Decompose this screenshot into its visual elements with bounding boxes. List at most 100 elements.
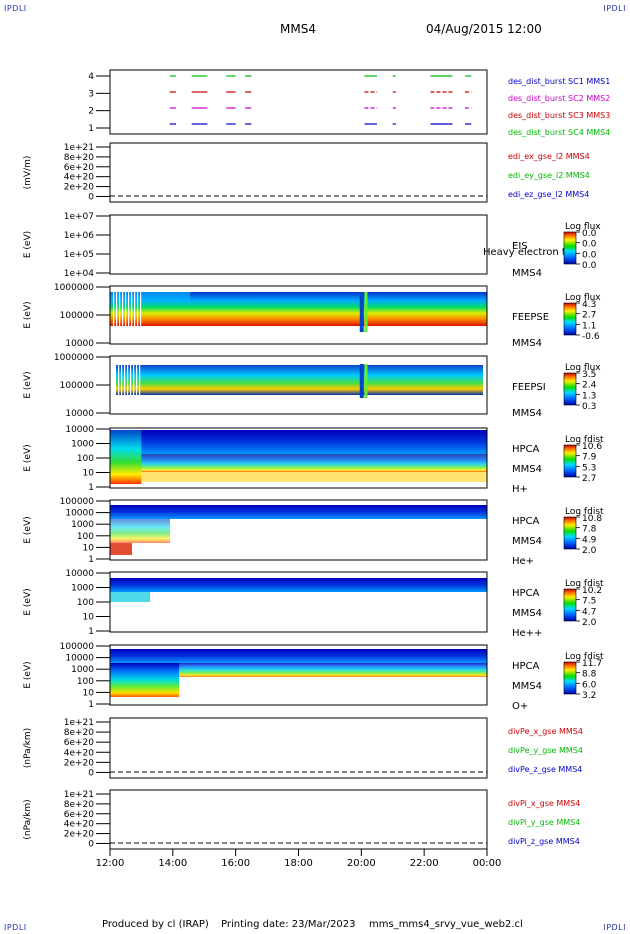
feepse-gap-stripe	[119, 292, 121, 328]
feepse-spike	[364, 292, 368, 332]
panel-label: He++	[512, 628, 542, 639]
feepse-gap-stripe	[131, 292, 133, 328]
y-tick-label: 0	[88, 839, 94, 849]
feepsi-spike	[359, 364, 364, 398]
y-axis-label-eis: E (eV)	[23, 231, 33, 258]
y-tick-label: 1	[88, 555, 94, 565]
feepsi-gap-stripe	[130, 365, 132, 395]
colorbar-tick-label: 7.5	[582, 597, 596, 607]
panel-frame	[109, 717, 488, 779]
y-tick-label: 8e+20	[64, 800, 95, 810]
colorbar-tick-label: 10.8	[582, 514, 602, 524]
y-tick-label: 1000	[71, 440, 94, 450]
panel-label: FEEPSE	[512, 312, 549, 323]
y-axis-label-feepse: E (eV)	[23, 301, 33, 328]
colorbar	[563, 588, 577, 622]
feepse-gap-stripe	[128, 292, 130, 328]
panel-label: MMS4	[512, 608, 542, 619]
panel-frame	[109, 427, 488, 489]
panel-label: EIS	[512, 241, 528, 252]
y-tick-label: 6e+20	[64, 163, 95, 173]
y-tick-label: 1e+21	[64, 143, 94, 153]
colorbar	[563, 372, 577, 406]
colorbar-tick-label: 4.7	[582, 607, 596, 617]
y-axis-label-hpca_hepp: E (eV)	[23, 588, 33, 615]
y-tick-label: 10	[83, 688, 95, 698]
y-tick-label: 10000	[65, 409, 94, 419]
x-tick-label: 00:00	[473, 858, 502, 869]
y-tick-label: 6e+20	[64, 810, 95, 820]
y-tick-label: 4e+20	[64, 820, 95, 830]
corner-mark-bottom-left: IPDLI	[4, 923, 27, 932]
panel-label: Heavy electron tof	[483, 247, 576, 258]
y-tick-label: 3	[88, 89, 94, 99]
legend-entry: des_dist_burst SC4 MMS4	[508, 128, 610, 137]
date-time-title: 04/Aug/2015 12:00	[426, 22, 542, 36]
panel-hpca_h: E (eV) 10000 1000 100 10 1 HPCA MMS4 H+ Log fdist…	[23, 425, 604, 495]
panel-burst: 4 3 2 1 des_dist_burst SC1 MMS1 des_dist_burs…	[88, 69, 610, 137]
panel-feepsi: E (eV) 1000000 100000 10000 FEEPSI MMS4 Log fl…	[23, 353, 601, 419]
panel-frame	[109, 644, 488, 706]
colorbar-tick-label: 3.5	[582, 370, 596, 380]
y-axis-label-divpi: (nPa/km)	[23, 799, 33, 839]
hpca-he-band	[110, 505, 487, 519]
y-tick-label: 100000	[60, 311, 95, 321]
colorbar	[563, 444, 577, 478]
y-tick-label: 1e+06	[64, 231, 95, 241]
colorbar-tick-label: 2.0	[582, 546, 597, 556]
y-axis-label-divpe: (nPa/km)	[23, 728, 33, 768]
panel-label: HPCA	[512, 516, 540, 527]
panel-label: HPCA	[512, 588, 540, 599]
feepse-gap-stripe	[134, 292, 136, 328]
spacecraft-title: MMS4	[280, 22, 316, 36]
y-tick-label: 4	[88, 72, 94, 82]
y-axis-label-hpca_o: E (eV)	[23, 661, 33, 688]
colorbar-tick-label: 7.9	[582, 453, 597, 463]
feepsi-gap-stripe	[136, 365, 138, 395]
colorbar-tick-label: 2.7	[582, 474, 596, 484]
y-tick-label: 1000000	[54, 353, 94, 363]
footer-printing-date: Printing date: 23/Mar/2023	[221, 919, 356, 930]
legend-entry: edi_ey_gse_l2 MMS4	[508, 171, 590, 180]
y-tick-label: 1e+04	[64, 269, 95, 279]
panel-label: O+	[512, 701, 528, 712]
panel-frame	[109, 355, 488, 415]
feepse-gap-stripe	[122, 292, 124, 328]
panel-label: MMS4	[512, 338, 542, 349]
y-tick-label: 1e+21	[64, 718, 94, 728]
y-tick-label: 100000	[60, 381, 95, 391]
panel-frame	[109, 285, 488, 345]
x-tick-label: 12:00	[96, 858, 125, 869]
colorbar-tick-label: 4.9	[582, 535, 597, 545]
colorbar-title: Log fdist	[565, 435, 604, 445]
y-tick-label: 100000	[60, 497, 95, 507]
hpca-h-low	[141, 472, 487, 482]
colorbar-tick-label: 10.6	[582, 442, 602, 452]
hpca-hepp-band	[110, 578, 487, 592]
corner-mark-top-left: IPDLI	[4, 4, 27, 13]
panel-label: He+	[512, 556, 534, 567]
footer-script-name: mms_mms4_srvy_vue_web2.cl	[369, 919, 523, 930]
colorbar-title: Log fdist	[565, 652, 604, 662]
legend-entry: divPe_z_gse MMS4	[508, 765, 582, 774]
hpca-hepp-early	[110, 592, 150, 602]
y-axis-label-efield: (mV/m)	[23, 156, 33, 190]
y-tick-label: 1	[88, 483, 94, 493]
y-tick-label: 2	[88, 107, 94, 117]
panel-frame	[109, 214, 488, 275]
panel-frame	[109, 789, 488, 850]
y-tick-label: 2e+20	[64, 183, 95, 193]
feepsi-gap-stripe	[139, 365, 141, 395]
colorbar-tick-label: 10.2	[582, 586, 602, 596]
feepsi-gap-stripe	[133, 365, 135, 395]
panel-frame	[109, 571, 488, 633]
panel-frame	[109, 499, 488, 561]
legend-entry: divPi_y_gse MMS4	[508, 818, 580, 827]
feepsi-gap-stripe	[124, 365, 126, 395]
legend-entry: des_dist_burst SC2 MMS2	[508, 94, 610, 103]
